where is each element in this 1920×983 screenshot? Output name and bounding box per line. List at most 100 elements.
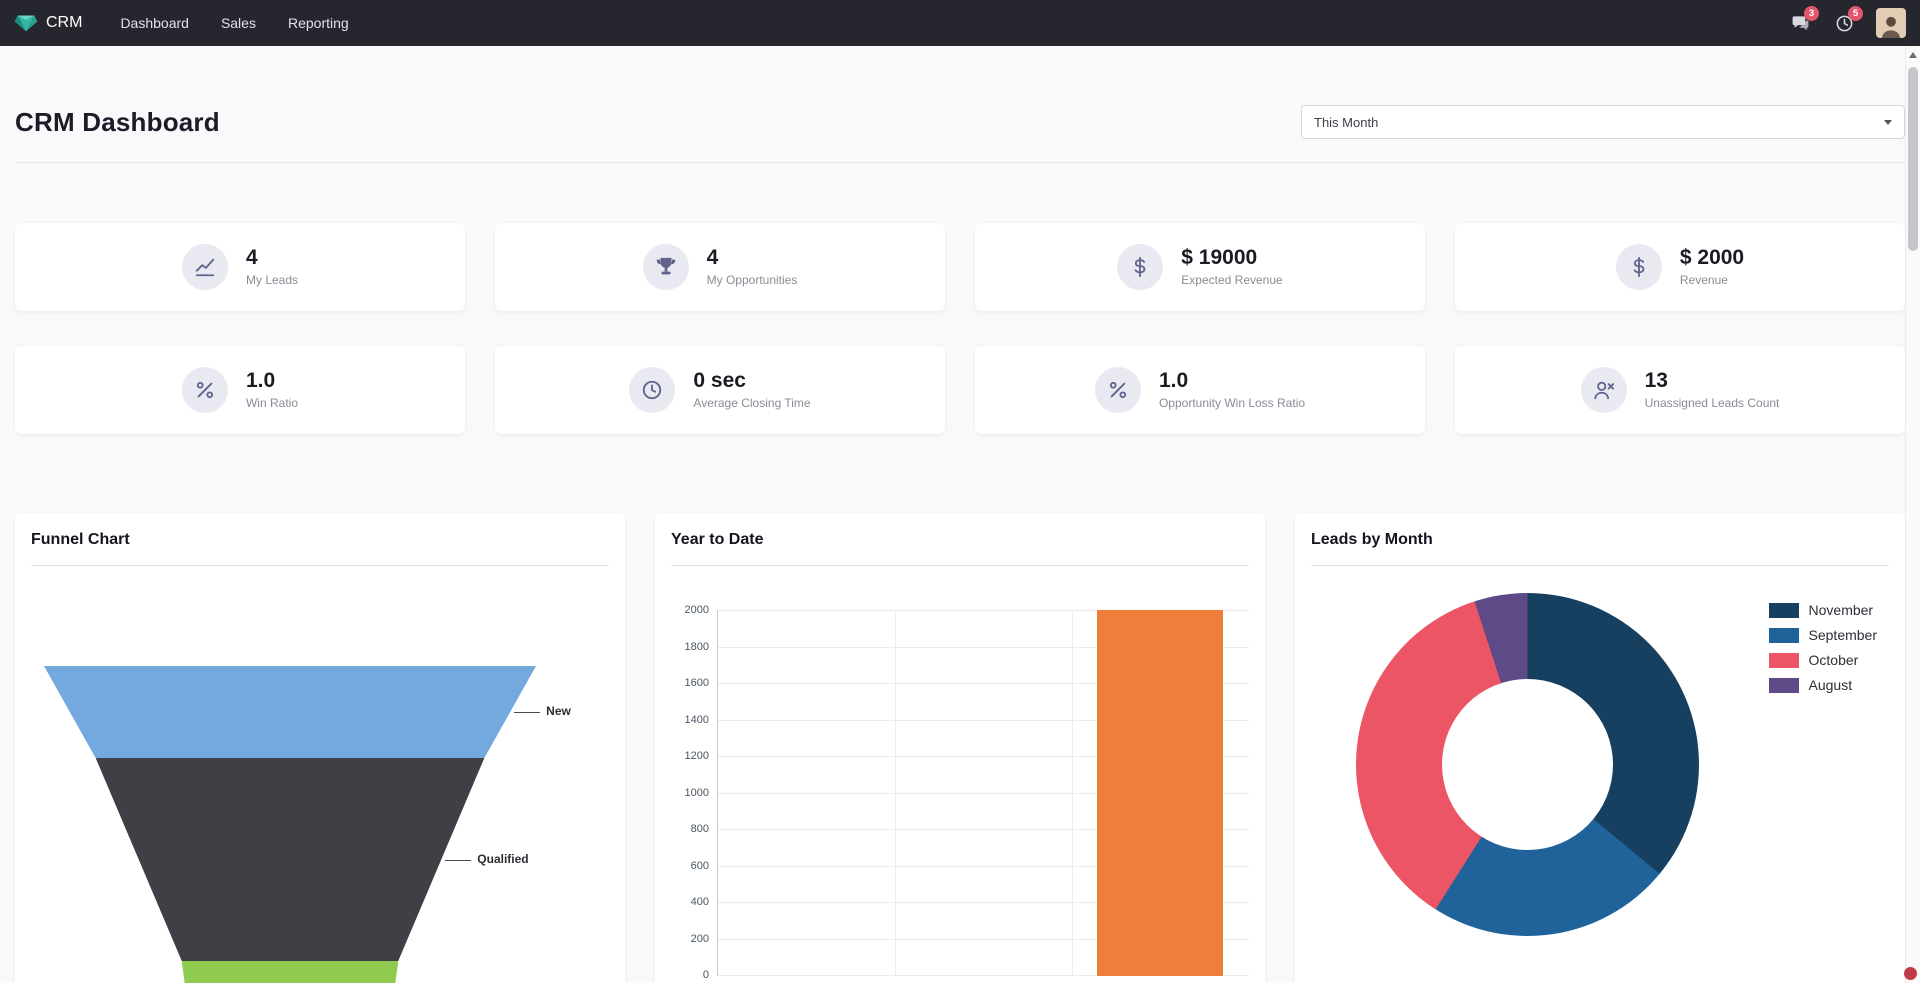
scrollbar-thumb[interactable] [1908, 67, 1918, 251]
crm-logo-icon [14, 13, 38, 33]
chart-line-icon [181, 244, 228, 290]
app-switcher[interactable]: CRM [14, 13, 82, 33]
funnel-label-connector [514, 712, 541, 713]
percent-icon [1094, 367, 1141, 413]
kpi-card[interactable]: 1.0 Win Ratio [15, 346, 465, 434]
chart-legend: November September October August [1768, 602, 1877, 693]
gridline-vertical [894, 610, 896, 976]
y-axis-tick-label: 1600 [684, 677, 709, 689]
legend-swatch [1768, 627, 1799, 643]
kpi-label: My Leads [245, 272, 299, 287]
kpi-value: $ 2000 [1679, 246, 1745, 270]
user-x-icon [1580, 367, 1627, 413]
legend-item-october[interactable]: October [1768, 652, 1877, 668]
kpi-grid: 4 My Leads 4 My Opportunities $ 19000 Expecte… [15, 223, 1905, 434]
kpi-card[interactable]: $ 19000 Expected Revenue [975, 223, 1425, 311]
leads-by-month-card: Leads by Month November September October A… [1295, 513, 1905, 983]
kpi-card[interactable]: 4 My Leads [15, 223, 465, 311]
kpi-value: 1.0 [245, 369, 276, 393]
activities-button[interactable]: 5 [1832, 6, 1863, 35]
kpi-text: 4 My Opportunities [707, 246, 798, 287]
legend-item-august[interactable]: August [1768, 677, 1877, 693]
kpi-text: 0 sec Average Closing Time [693, 369, 810, 410]
gridline-vertical [1072, 610, 1073, 976]
main-content: CRM Dashboard This Month 4 My Leads 4 My Op… [0, 96, 1920, 983]
bar[interactable] [1097, 610, 1224, 976]
gridline-horizontal [718, 902, 1249, 903]
kpi-value: 4 [245, 246, 258, 270]
kpi-card[interactable]: 0 sec Average Closing Time [495, 346, 945, 434]
y-axis-tick-label: 0 [702, 969, 709, 981]
kpi-text: 4 My Leads [246, 246, 298, 287]
donut-chart[interactable] [1356, 593, 1699, 936]
funnel-stage-qualified[interactable] [95, 758, 485, 961]
dollar-icon [1117, 244, 1164, 290]
messages-badge: 3 [1804, 6, 1819, 21]
kpi-label: Expected Revenue [1181, 272, 1283, 287]
messages-button[interactable]: 3 [1788, 6, 1819, 35]
ytd-chart-card: Year to Date 2000 1800 1600 1400 1200 1000 800… [655, 513, 1265, 983]
header-divider [15, 162, 1905, 163]
trophy-icon [642, 244, 689, 290]
chat-bubble-icon [1792, 15, 1808, 30]
y-axis-tick-label: 1000 [684, 786, 709, 799]
kpi-value: 1.0 [1158, 369, 1189, 393]
vertical-scrollbar[interactable] [1905, 46, 1920, 983]
kpi-value: 4 [706, 246, 719, 270]
y-axis-tick-label: 800 [690, 823, 709, 835]
kpi-card[interactable]: $ 2000 Revenue [1455, 223, 1905, 311]
clock-icon [1836, 15, 1852, 31]
kpi-label: Opportunity Win Loss Ratio [1158, 395, 1306, 410]
kpi-text: 1.0 Win Ratio [246, 369, 298, 410]
bar-plot-area [717, 610, 1249, 976]
period-filter-select[interactable]: This Month [1301, 105, 1905, 139]
y-axis-tick-label: 2000 [684, 604, 709, 616]
dollar-icon [1615, 244, 1662, 290]
gridline-horizontal [718, 683, 1249, 684]
kpi-card[interactable]: 1.0 Opportunity Win Loss Ratio [975, 346, 1425, 434]
nav-item-reporting[interactable]: Reporting [287, 15, 349, 31]
gridline-horizontal [718, 829, 1249, 830]
nav-item-sales[interactable]: Sales [220, 15, 256, 31]
percent-icon [181, 367, 228, 413]
y-axis-tick-label: 1400 [684, 713, 709, 726]
charts-row: Funnel Chart New Qualified Year to Date 2… [15, 513, 1905, 983]
funnel-chart-title: Funnel Chart [31, 531, 130, 548]
ytd-chart-title: Year to Date [671, 531, 764, 548]
top-navbar: CRM Dashboard Sales Reporting 3 5 [0, 0, 1920, 46]
clock-icon [629, 367, 676, 413]
kpi-text: $ 19000 Expected Revenue [1181, 246, 1282, 287]
kpi-card[interactable]: 4 My Opportunities [495, 223, 945, 311]
user-avatar[interactable] [1876, 8, 1906, 38]
legend-swatch [1768, 652, 1799, 668]
legend-label: September [1808, 627, 1877, 643]
gridline-horizontal [718, 865, 1249, 867]
kpi-card[interactable]: 13 Unassigned Leads Count [1455, 346, 1905, 434]
card-title-divider [31, 565, 609, 566]
legend-label: October [1808, 652, 1859, 668]
funnel-stage-label: New [546, 704, 571, 718]
kpi-label: Win Ratio [245, 395, 298, 410]
kpi-text: 1.0 Opportunity Win Loss Ratio [1159, 369, 1305, 410]
nav-item-dashboard[interactable]: Dashboard [120, 15, 189, 31]
kpi-value: 0 sec [693, 369, 746, 393]
gridline-horizontal [718, 719, 1249, 721]
chevron-down-icon [1884, 119, 1892, 125]
funnel-stage-new[interactable] [44, 666, 536, 758]
legend-item-september[interactable]: September [1768, 627, 1877, 643]
funnel-stage[interactable] [181, 961, 399, 983]
kpi-text: $ 2000 Revenue [1680, 246, 1744, 287]
page-title: CRM Dashboard [15, 106, 220, 137]
scroll-up-arrow-icon[interactable] [1909, 52, 1917, 58]
y-axis-tick-label: 600 [690, 859, 709, 872]
legend-item-november[interactable]: November [1768, 602, 1877, 618]
kpi-value: 13 [1644, 369, 1668, 393]
kpi-value: $ 19000 [1181, 246, 1258, 270]
gridline-horizontal [718, 975, 1249, 976]
navbar-systray: 3 5 [1788, 6, 1906, 38]
notification-dot[interactable] [1904, 967, 1917, 980]
gridline-horizontal [718, 792, 1249, 794]
dashboard-header: CRM Dashboard This Month [15, 96, 1905, 148]
activities-badge: 5 [1848, 6, 1863, 21]
